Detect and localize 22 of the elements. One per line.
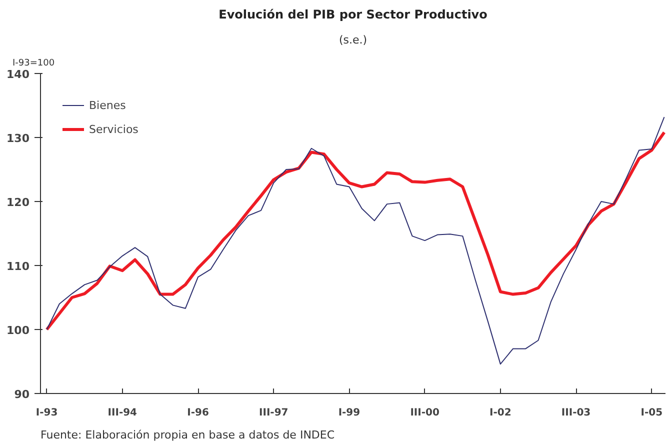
source-note: Fuente: Elaboración propia en base a datos de INDEC (40, 428, 335, 442)
y-tick-label: 100 (6, 324, 30, 337)
x-tick-label: I-93 (36, 408, 58, 418)
y-tick-label: 140 (6, 68, 30, 81)
line-series (46, 116, 665, 365)
x-tick-label: I-96 (187, 408, 209, 418)
x-tick-label: I-02 (490, 408, 512, 418)
chart-subtitle: (s.e.) (338, 34, 368, 46)
legend-label: Servicios (89, 122, 138, 136)
x-tick-label: III-03 (561, 408, 591, 418)
x-tick-label: III-97 (259, 408, 288, 418)
x-tick-label: I-99 (338, 408, 360, 418)
y-axis-title: I-93=100 (12, 58, 55, 68)
chart-title: Evolución del PIB por Sector Productivo (218, 8, 488, 22)
y-tick-label: 110 (6, 260, 30, 273)
y-tick-label: 120 (6, 196, 30, 209)
y-tick-label: 130 (6, 132, 30, 145)
x-tick-label: III-94 (108, 408, 138, 418)
y-tick-label: 90 (14, 388, 30, 401)
x-tick-label: III-00 (410, 408, 440, 418)
legend-label: Bienes (89, 98, 126, 112)
x-tick-label: I-05 (640, 408, 663, 418)
